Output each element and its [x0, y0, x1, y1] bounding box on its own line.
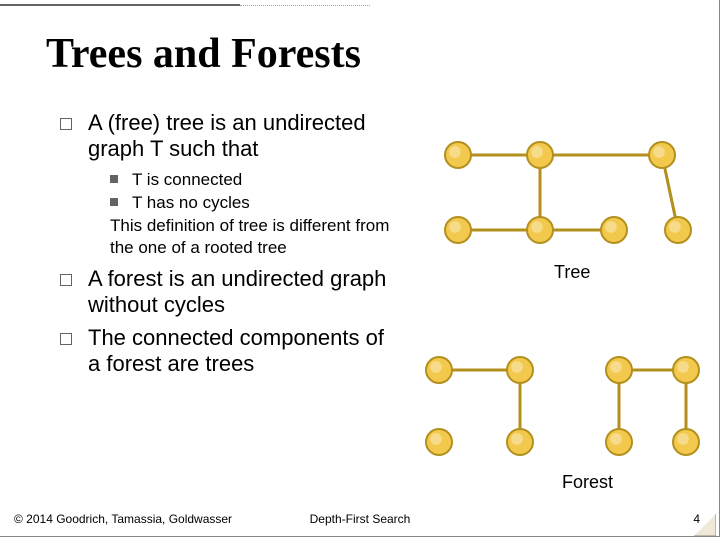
header-rule-dotted: [240, 5, 370, 6]
graph-node-highlight: [531, 146, 543, 158]
forest-diagram: [414, 345, 710, 467]
corner-accent-icon: [694, 514, 716, 536]
graph-node-highlight: [531, 221, 543, 233]
bullet-1-sublist: T is connected T has no cycles This defi…: [110, 169, 390, 258]
graph-node-highlight: [610, 361, 622, 373]
graph-node-highlight: [610, 433, 622, 445]
square-bullet-icon: [60, 274, 72, 286]
square-bullet-icon: [60, 118, 72, 130]
bullet-1-text: A (free) tree is an undirected graph T s…: [88, 110, 390, 163]
graph-node-highlight: [449, 221, 461, 233]
graph-node-highlight: [430, 433, 442, 445]
slide-title: Trees and Forests: [46, 30, 361, 78]
forest-label: Forest: [562, 472, 613, 493]
subbullet-1-text: T is connected: [132, 169, 242, 190]
graph-node-highlight: [677, 361, 689, 373]
graph-node-highlight: [677, 433, 689, 445]
square-fill-bullet-icon: [110, 198, 118, 206]
square-fill-bullet-icon: [110, 175, 118, 183]
square-bullet-icon: [60, 333, 72, 345]
graph-node-highlight: [449, 146, 461, 158]
graph-node-highlight: [511, 361, 523, 373]
body-content: A (free) tree is an undirected graph T s…: [60, 110, 390, 383]
subbullet-2: T has no cycles: [110, 192, 390, 213]
graph-node-highlight: [511, 433, 523, 445]
footer-center: Depth-First Search: [0, 512, 720, 526]
subbullet-2-text: T has no cycles: [132, 192, 250, 213]
graph-node-highlight: [605, 221, 617, 233]
tree-diagram: [430, 130, 702, 260]
bullet-2: A forest is an undirected graph without …: [60, 266, 390, 319]
bullet-3: The connected components of a forest are…: [60, 325, 390, 378]
tree-label: Tree: [554, 262, 590, 283]
header-rule-dark: [0, 4, 240, 6]
subbullet-1: T is connected: [110, 169, 390, 190]
graph-node-highlight: [669, 221, 681, 233]
bullet-1-note: This definition of tree is different fro…: [110, 215, 390, 258]
bullet-1: A (free) tree is an undirected graph T s…: [60, 110, 390, 163]
bullet-2-text: A forest is an undirected graph without …: [88, 266, 390, 319]
graph-node-highlight: [653, 146, 665, 158]
graph-node-highlight: [430, 361, 442, 373]
bullet-3-text: The connected components of a forest are…: [88, 325, 390, 378]
